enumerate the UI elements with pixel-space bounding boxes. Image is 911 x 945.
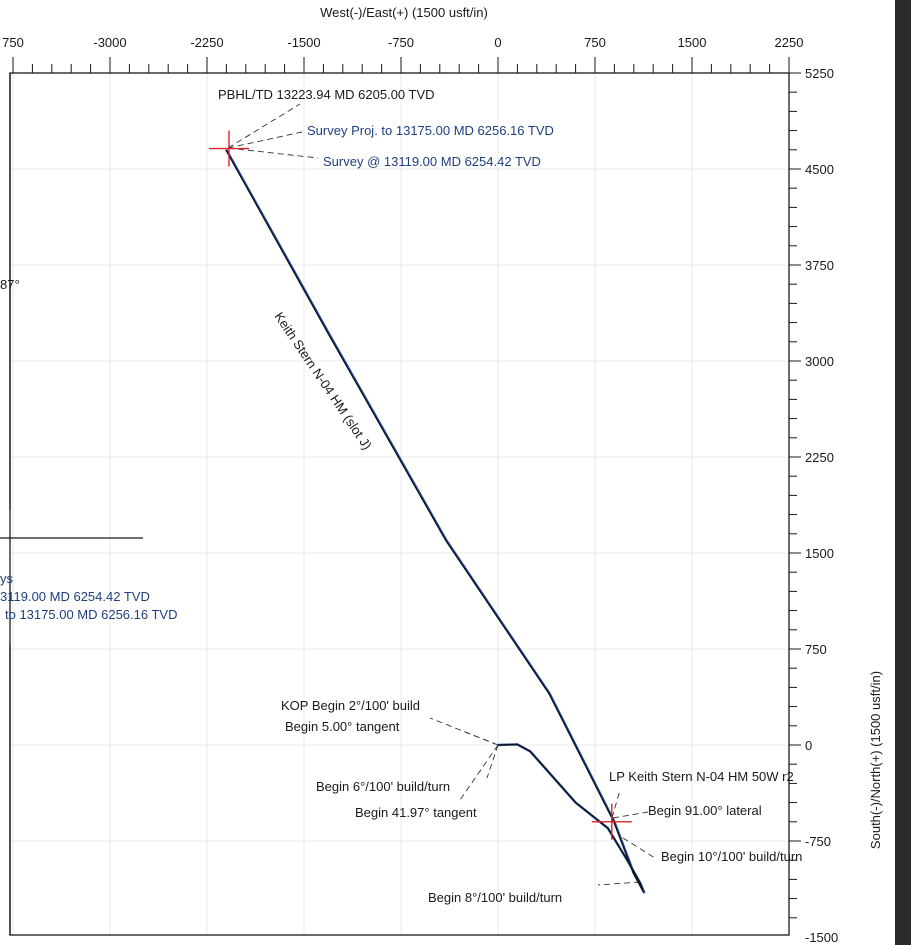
- x-tick-label: -1500: [287, 35, 320, 50]
- x-tick-label: -3000: [93, 35, 126, 50]
- pbhl-target-marker: [208, 130, 249, 167]
- y-tick-label: 4500: [805, 162, 834, 177]
- y-tick-label: 0: [805, 738, 812, 753]
- y-axis-title: South(-)/North(+) (1500 usft/in): [868, 671, 883, 849]
- x-tick-label: 750: [2, 35, 24, 50]
- x-tick-label: -750: [388, 35, 414, 50]
- y-tick-label: 750: [805, 642, 827, 657]
- survey-proj-label: Survey Proj. to 13175.00 MD 6256.16 TVD: [307, 123, 554, 138]
- x-axis-title: West(-)/East(+) (1500 usft/in): [320, 5, 488, 20]
- tangent5-label: Begin 5.00° tangent: [285, 719, 400, 734]
- x-tick-label: -2250: [190, 35, 223, 50]
- y-tick-label: 2250: [805, 450, 834, 465]
- build-turn6-label: Begin 6°/100' build/turn: [316, 779, 450, 794]
- survey-trajectory-line: [225, 149, 645, 893]
- y-tick-label: 1500: [805, 546, 834, 561]
- tangent41-label: Begin 41.97° tangent: [355, 805, 477, 820]
- x-axis-ticks: 750 -3000 -2250 -1500 -750 0 750 1500 2250: [2, 35, 803, 73]
- y-tick-label: 3750: [805, 258, 834, 273]
- left-cut-survey-proj: to 13175.00 MD 6256.16 TVD: [5, 607, 178, 622]
- target-markers: [208, 130, 632, 840]
- scan-edge-bar: [895, 0, 911, 945]
- gridlines: [10, 73, 789, 935]
- x-tick-label: 2250: [775, 35, 804, 50]
- well-name-label: Keith Stern N-04 HM (slot J): [272, 309, 375, 452]
- lp-target-marker: [591, 803, 632, 840]
- build-turn8-label: Begin 8°/100' build/turn: [428, 890, 562, 905]
- pbhl-label: PBHL/TD 13223.94 MD 6205.00 TVD: [218, 87, 435, 102]
- lp-label: LP Keith Stern N-04 HM 50W r2: [609, 769, 794, 784]
- left-cut-survey-at: 3119.00 MD 6254.42 TVD: [0, 589, 150, 604]
- annotation-leaders: [227, 103, 656, 886]
- y-tick-label: 5250: [805, 66, 834, 81]
- y-tick-label: -1500: [805, 930, 838, 945]
- x-tick-label: 1500: [678, 35, 707, 50]
- y-tick-label: 3000: [805, 354, 834, 369]
- y-axis-ticks: 5250 4500 3750 3000 2250 1500 750 0 -750 -1500: [789, 66, 838, 945]
- left-cut-surveys: ys: [0, 571, 14, 586]
- survey-at-label: Survey @ 13119.00 MD 6254.42 TVD: [323, 154, 541, 169]
- kop-label: KOP Begin 2°/100' build: [281, 698, 420, 713]
- left-cut-angle: 87°: [0, 277, 20, 292]
- build-turn10-label: Begin 10°/100' build/turn: [661, 849, 802, 864]
- x-tick-label: 0: [494, 35, 501, 50]
- well-trajectory: [225, 149, 646, 894]
- x-tick-label: 750: [584, 35, 606, 50]
- y-tick-label: -750: [805, 834, 831, 849]
- lateral91-label: Begin 91.00° lateral: [648, 803, 762, 818]
